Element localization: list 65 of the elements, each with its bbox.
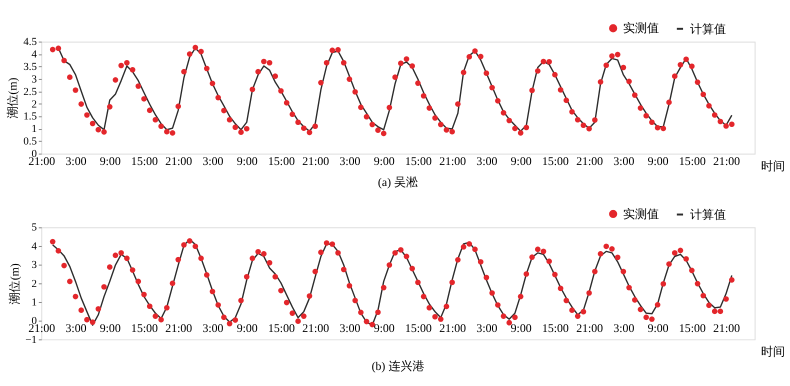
x-tick-label: 9:00 bbox=[374, 154, 395, 168]
x-tick-label: 15:00 bbox=[678, 320, 706, 335]
x-tick-label: 3:00 bbox=[339, 154, 361, 168]
y-tick-label: 3.5 bbox=[23, 60, 37, 73]
x-tick-label: 3:00 bbox=[613, 320, 634, 335]
y-tick-label: 2 bbox=[31, 98, 37, 110]
x-tick-label: 9:00 bbox=[648, 320, 669, 335]
x-tick-label: 9:00 bbox=[236, 320, 258, 335]
text: (b) 连兴港 bbox=[372, 358, 424, 373]
x-tick-label: 21:00 bbox=[302, 320, 330, 335]
x-tick-label: 3:00 bbox=[339, 320, 361, 335]
x-tick-label: 15:00 bbox=[131, 320, 158, 335]
x-tick-label: 15:00 bbox=[678, 154, 706, 168]
legend-label: 实测值 bbox=[622, 21, 659, 36]
x-tick-label: 9:00 bbox=[374, 320, 395, 335]
x-tick-label: 3:00 bbox=[202, 320, 224, 335]
x-tick-label: 21:00 bbox=[576, 320, 604, 335]
x-tick-label: 3:00 bbox=[66, 320, 87, 335]
x-axis-title: 时间 bbox=[761, 158, 786, 173]
y-axis-title: 潮位(m) bbox=[5, 78, 20, 119]
legend-label: 计算值 bbox=[690, 207, 726, 222]
x-tick-label: 21:00 bbox=[713, 320, 740, 335]
x-tick-label: 21:00 bbox=[439, 320, 466, 335]
x-tick-label: 15:00 bbox=[131, 154, 158, 168]
x-tick-label: 9:00 bbox=[510, 154, 532, 168]
y-tick-label: −1 bbox=[25, 334, 37, 346]
y-axis-title: 潮位(m) bbox=[7, 263, 22, 304]
y-tick-label: 3 bbox=[31, 73, 37, 86]
x-tick-label: 3:00 bbox=[476, 154, 498, 168]
y-tick-label: 3 bbox=[31, 259, 37, 272]
x-tick-label: 21:00 bbox=[576, 154, 604, 168]
x-tick-label: 21:00 bbox=[165, 154, 192, 168]
x-tick-label: 9:00 bbox=[648, 154, 669, 168]
x-tick-label: 9:00 bbox=[510, 320, 532, 335]
text: (a) 吴淞 bbox=[378, 175, 418, 190]
x-tick-label: 15:00 bbox=[542, 320, 569, 335]
x-tick-label: 21:00 bbox=[439, 154, 466, 168]
x-tick-label: 3:00 bbox=[66, 154, 87, 168]
x-tick-label: 9:00 bbox=[100, 320, 121, 335]
y-tick-label: 1.5 bbox=[23, 110, 37, 123]
x-tick-label: 15:00 bbox=[268, 154, 295, 168]
legend-label: 实测值 bbox=[622, 206, 659, 221]
x-tick-label: 21:00 bbox=[713, 154, 740, 168]
legend-label: 计算值 bbox=[690, 22, 726, 36]
y-tick-label: 1 bbox=[31, 123, 37, 136]
x-tick-label: 9:00 bbox=[100, 154, 121, 168]
y-tick-label: 2.5 bbox=[23, 86, 37, 98]
x-tick-label: 15:00 bbox=[404, 154, 432, 168]
y-tick-label: 1 bbox=[31, 296, 37, 308]
y-tick-label: 4 bbox=[31, 240, 38, 252]
x-tick-label: 15:00 bbox=[268, 320, 295, 335]
x-tick-label: 3:00 bbox=[613, 154, 634, 168]
y-tick-label: 0.5 bbox=[23, 136, 37, 148]
x-tick-label: 21:00 bbox=[165, 320, 192, 335]
x-tick-label: 3:00 bbox=[476, 320, 498, 335]
y-tick-label: 4.5 bbox=[23, 36, 37, 48]
x-axis-title: 时间 bbox=[761, 344, 786, 359]
x-tick-label: 15:00 bbox=[404, 320, 432, 335]
y-tick-label: 2 bbox=[31, 278, 37, 290]
x-tick-label: 3:00 bbox=[202, 154, 224, 168]
x-tick-label: 9:00 bbox=[236, 154, 258, 168]
y-tick-label: 5 bbox=[31, 222, 37, 234]
y-tick-label: 4 bbox=[31, 48, 38, 60]
x-tick-label: 15:00 bbox=[542, 154, 569, 168]
x-tick-label: 21:00 bbox=[302, 154, 330, 168]
